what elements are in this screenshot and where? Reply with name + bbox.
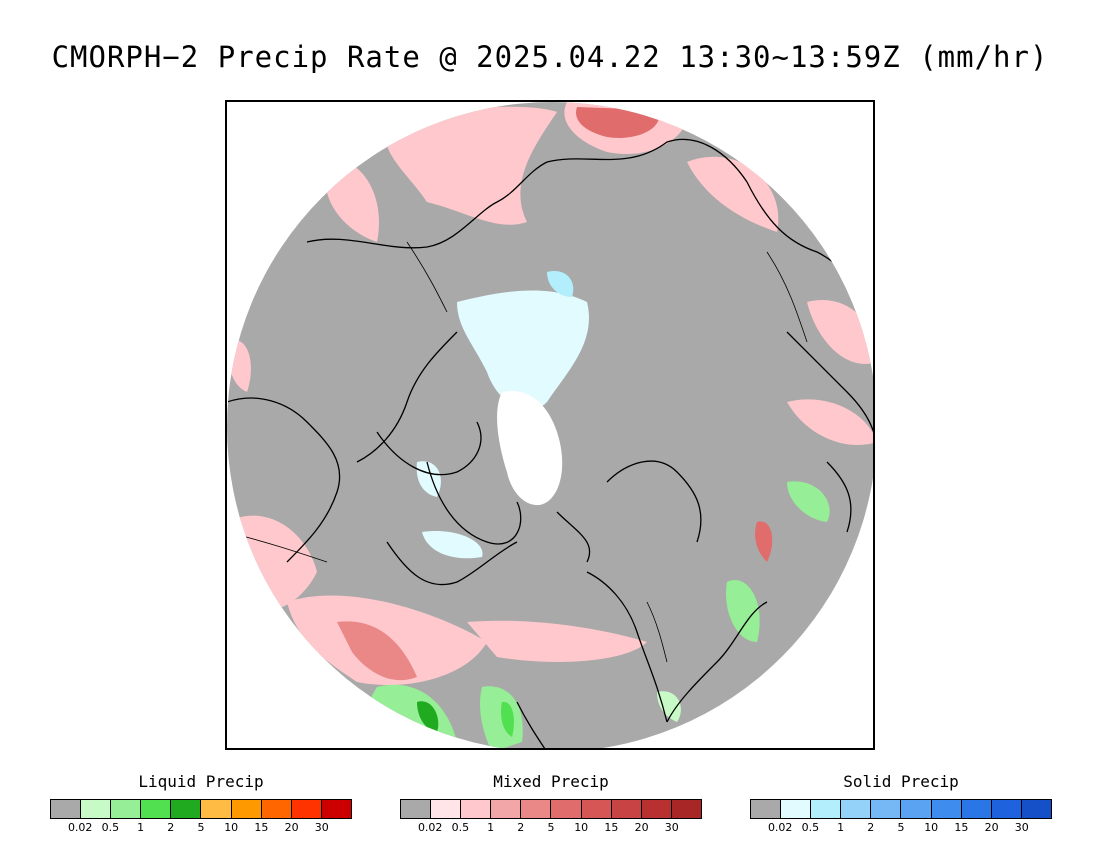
legend-tick-label: 0.5 bbox=[451, 821, 470, 834]
legend-tick-label: 0.02 bbox=[417, 821, 443, 834]
legend-tick-label: 10 bbox=[574, 821, 589, 834]
legend-ticks: 0.02 0.5 1 2 5 10 15 20 30 bbox=[50, 819, 352, 834]
chart-title: CMORPH−2 Precip Rate @ 2025.04.22 13:30~… bbox=[51, 40, 1049, 74]
legend-mixed: Mixed Precip 0.02 0.5 1 2 5 10 15 20 30 bbox=[400, 772, 702, 834]
legend-swatch bbox=[401, 800, 432, 818]
legend-swatch bbox=[291, 800, 322, 818]
legend-swatch bbox=[901, 800, 932, 818]
legend-tick-label: 15 bbox=[604, 821, 619, 834]
legend-title: Liquid Precip bbox=[138, 772, 264, 791]
legend-swatch bbox=[521, 800, 552, 818]
legend-tick-label: 2 bbox=[167, 821, 175, 834]
legend-tick-label: 20 bbox=[634, 821, 649, 834]
legend-swatch bbox=[81, 800, 112, 818]
legend-swatch bbox=[671, 800, 701, 818]
legend-swatch bbox=[261, 800, 292, 818]
legend-swatch bbox=[611, 800, 642, 818]
legend-swatch bbox=[1021, 800, 1051, 818]
legend-tick-label: 5 bbox=[897, 821, 905, 834]
legend-swatch bbox=[461, 800, 492, 818]
legend-liquid: Liquid Precip 0.02 0.5 1 2 5 10 15 20 30 bbox=[50, 772, 352, 834]
legend-swatch bbox=[991, 800, 1022, 818]
legend-swatch bbox=[201, 800, 232, 818]
legend-tick-label: 5 bbox=[197, 821, 205, 834]
legend-tick-label: 30 bbox=[1014, 821, 1029, 834]
legend-tick-label: 1 bbox=[137, 821, 145, 834]
legend-tick-label: 2 bbox=[517, 821, 525, 834]
map-disc bbox=[227, 102, 873, 748]
legend-swatch bbox=[841, 800, 872, 818]
legend-tick-label: 0.5 bbox=[101, 821, 120, 834]
legend-tick-label: 0.02 bbox=[767, 821, 793, 834]
legend-tick-label: 10 bbox=[924, 821, 939, 834]
legend-swatch bbox=[171, 800, 202, 818]
legend-tick-label: 15 bbox=[954, 821, 969, 834]
legend-tick-label: 20 bbox=[984, 821, 999, 834]
legend-swatch bbox=[961, 800, 992, 818]
legend-swatch bbox=[431, 800, 462, 818]
legend-tick-label: 30 bbox=[664, 821, 679, 834]
legend-swatches bbox=[750, 799, 1052, 819]
solid-precip-areas bbox=[416, 271, 589, 559]
legend-swatch bbox=[231, 800, 262, 818]
legend-swatch bbox=[931, 800, 962, 818]
legend-swatches bbox=[50, 799, 352, 819]
legend-tick-label: 1 bbox=[837, 821, 845, 834]
legend-swatch bbox=[871, 800, 902, 818]
legend-swatch bbox=[141, 800, 172, 818]
legend-swatch bbox=[491, 800, 522, 818]
legend-swatch bbox=[51, 800, 82, 818]
legend-title: Mixed Precip bbox=[493, 772, 609, 791]
legend-swatch bbox=[551, 800, 582, 818]
legend-swatch bbox=[581, 800, 612, 818]
coastlines bbox=[227, 138, 873, 748]
legend-solid: Solid Precip 0.02 0.5 1 2 5 10 15 20 30 bbox=[750, 772, 1052, 834]
legend-tick-label: 2 bbox=[867, 821, 875, 834]
legend-tick-label: 15 bbox=[254, 821, 269, 834]
polar-map bbox=[227, 102, 873, 748]
legend-tick-label: 0.02 bbox=[67, 821, 93, 834]
map-frame bbox=[225, 100, 875, 750]
legend-swatch bbox=[811, 800, 842, 818]
legend-tick-label: 5 bbox=[547, 821, 555, 834]
legend-swatches bbox=[400, 799, 702, 819]
legend-tick-label: 30 bbox=[314, 821, 329, 834]
legend-ticks: 0.02 0.5 1 2 5 10 15 20 30 bbox=[400, 819, 702, 834]
legend-tick-label: 10 bbox=[224, 821, 239, 834]
legend-tick-label: 1 bbox=[487, 821, 495, 834]
legend-title: Solid Precip bbox=[843, 772, 959, 791]
legend-swatch bbox=[781, 800, 812, 818]
legend-swatch bbox=[751, 800, 782, 818]
sea-ice-region bbox=[497, 391, 563, 506]
legend-swatch bbox=[641, 800, 672, 818]
legend-ticks: 0.02 0.5 1 2 5 10 15 20 30 bbox=[750, 819, 1052, 834]
legend-tick-label: 20 bbox=[284, 821, 299, 834]
legend-swatch bbox=[321, 800, 351, 818]
legend-swatch bbox=[111, 800, 142, 818]
legend-tick-label: 0.5 bbox=[801, 821, 820, 834]
